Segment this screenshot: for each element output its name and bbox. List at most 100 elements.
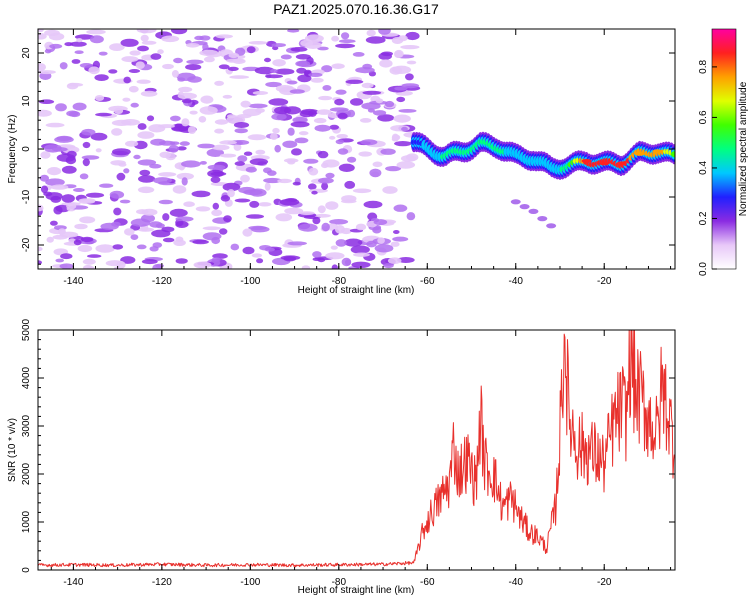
noise-blob bbox=[88, 66, 100, 75]
noise-blob bbox=[345, 79, 364, 85]
noise-blob bbox=[172, 185, 187, 194]
noise-blob bbox=[158, 172, 177, 177]
noise-blob bbox=[50, 220, 58, 226]
noise-blob bbox=[198, 116, 207, 123]
noise-blob bbox=[352, 52, 365, 57]
noise-blob bbox=[138, 175, 156, 183]
noise-blob bbox=[406, 153, 419, 162]
noise-blob bbox=[263, 177, 282, 184]
noise-blob bbox=[286, 80, 298, 85]
noise-blob bbox=[74, 50, 84, 54]
noise-blob bbox=[149, 246, 159, 252]
noise-blob bbox=[390, 241, 400, 247]
noise-blob bbox=[317, 205, 326, 214]
noise-blob bbox=[394, 49, 404, 58]
spectrogram-y-label: Frequency (Hz) bbox=[7, 115, 18, 184]
noise-blob bbox=[338, 163, 355, 172]
noise-blob bbox=[71, 59, 81, 64]
noise-blob bbox=[247, 134, 267, 141]
noise-blob bbox=[234, 128, 248, 134]
noise-blob bbox=[173, 239, 186, 246]
noise-blob bbox=[373, 110, 387, 116]
noise-blob bbox=[124, 228, 135, 236]
noise-blob bbox=[287, 29, 300, 33]
secondary-trace-point bbox=[510, 199, 521, 205]
noise-blob bbox=[119, 199, 131, 204]
spectrogram-y-tick-label: 20 bbox=[21, 47, 32, 59]
noise-blob bbox=[393, 230, 400, 234]
noise-blob bbox=[335, 139, 344, 145]
noise-blob bbox=[161, 35, 180, 43]
noise-blob bbox=[38, 246, 43, 252]
noise-blob bbox=[360, 139, 378, 146]
noise-blob bbox=[59, 263, 74, 269]
colorbar-ticks: 0.0 0.2 0.4 0.6 0.8 bbox=[698, 60, 717, 276]
noise-blob bbox=[158, 199, 173, 205]
noise-blob bbox=[274, 144, 282, 153]
noise-blob bbox=[38, 70, 56, 75]
spectrogram-x-tick-label: -80 bbox=[332, 276, 347, 287]
noise-blob bbox=[283, 106, 301, 115]
noise-blob bbox=[176, 172, 194, 180]
noise-blob bbox=[139, 169, 151, 176]
noise-blob bbox=[341, 257, 352, 267]
noise-blob bbox=[381, 51, 393, 57]
noise-blob bbox=[47, 167, 62, 176]
noise-blob bbox=[189, 110, 198, 115]
spectrogram-x-tick-label: -140 bbox=[63, 276, 83, 287]
snr-x-label: Height of straight line (km) bbox=[298, 585, 415, 596]
noise-blob bbox=[66, 202, 77, 210]
signal-peak bbox=[599, 161, 610, 166]
noise-blob bbox=[38, 260, 42, 265]
noise-blob bbox=[111, 128, 123, 136]
noise-blob bbox=[141, 40, 157, 45]
noise-blob bbox=[279, 198, 300, 206]
noise-blob bbox=[155, 223, 165, 229]
noise-blob bbox=[228, 52, 240, 59]
noise-blob bbox=[157, 49, 164, 55]
noise-blob bbox=[46, 236, 54, 243]
noise-blob bbox=[90, 132, 108, 141]
noise-blob bbox=[397, 257, 415, 263]
noise-blob bbox=[219, 153, 237, 158]
snr-frame bbox=[37, 329, 676, 571]
noise-blob bbox=[284, 207, 304, 215]
noise-blob bbox=[66, 82, 79, 90]
noise-blob bbox=[130, 102, 139, 108]
spectrogram-y-tick-label: 0 bbox=[21, 146, 32, 152]
noise-blob bbox=[176, 146, 187, 151]
noise-blob bbox=[321, 182, 329, 190]
noise-blob bbox=[226, 114, 236, 119]
noise-blob bbox=[194, 35, 204, 41]
noise-blob bbox=[350, 98, 364, 106]
noise-blob bbox=[149, 163, 162, 169]
noise-blob bbox=[74, 223, 88, 230]
noise-blob bbox=[375, 98, 384, 104]
noise-blob bbox=[39, 174, 50, 182]
noise-blob bbox=[136, 209, 149, 215]
noise-blob bbox=[396, 96, 406, 103]
noise-blob bbox=[95, 244, 115, 253]
noise-blob bbox=[137, 186, 155, 194]
noise-blob bbox=[120, 256, 136, 264]
noise-blob bbox=[94, 74, 109, 81]
noise-blob bbox=[363, 200, 383, 209]
noise-blob bbox=[369, 168, 382, 178]
noise-blob bbox=[377, 114, 395, 122]
noise-blob bbox=[109, 190, 125, 199]
noise-blob bbox=[98, 51, 108, 56]
noise-blob bbox=[258, 202, 272, 207]
noise-blob bbox=[230, 243, 240, 251]
noise-blob bbox=[237, 155, 248, 163]
noise-blob bbox=[383, 263, 394, 269]
noise-blob bbox=[168, 144, 179, 153]
noise-blob bbox=[249, 200, 260, 208]
noise-blob bbox=[150, 53, 162, 60]
noise-blob bbox=[304, 34, 324, 43]
spectrogram-marks bbox=[38, 29, 675, 269]
noise-blob bbox=[287, 127, 295, 136]
noise-blob bbox=[398, 109, 417, 113]
noise-blob bbox=[159, 151, 172, 158]
noise-blob bbox=[86, 266, 95, 269]
noise-blob bbox=[171, 70, 179, 78]
